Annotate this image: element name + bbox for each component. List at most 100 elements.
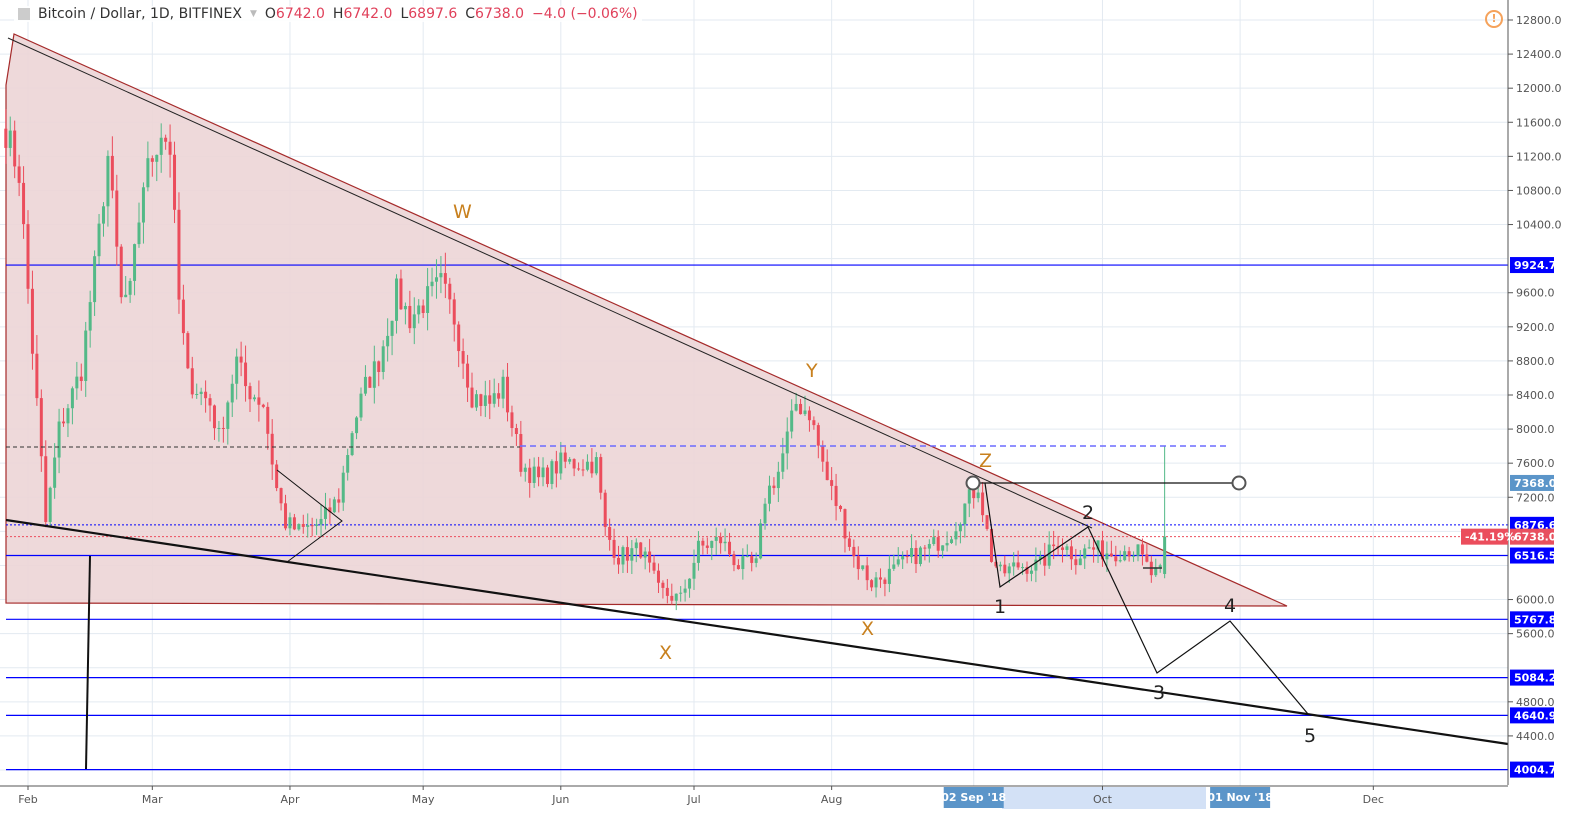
time-axis[interactable] xyxy=(0,786,1508,828)
anchor-handle[interactable] xyxy=(965,475,981,491)
candle-body xyxy=(878,577,882,580)
candle-body xyxy=(794,403,798,411)
candle-body xyxy=(927,543,931,549)
candle-body xyxy=(803,410,807,415)
y-tick-label: 7600.0 xyxy=(1516,457,1555,470)
x-tick-label: Apr xyxy=(280,793,300,806)
candle-body xyxy=(643,551,647,558)
candle-body xyxy=(692,562,696,579)
candle-body xyxy=(719,536,723,544)
trend-drawings xyxy=(5,37,1509,770)
x-tick-label: Jun xyxy=(551,793,569,806)
candle-body xyxy=(341,472,345,503)
candle-body xyxy=(528,467,532,483)
candle-body xyxy=(35,353,39,399)
candle-body xyxy=(70,388,74,409)
candle-body xyxy=(501,376,505,399)
candle-body xyxy=(914,548,918,565)
candle-body xyxy=(568,459,572,462)
candle-body xyxy=(665,587,669,596)
candle-body xyxy=(168,141,172,155)
candle-body xyxy=(767,485,771,504)
candle-body xyxy=(639,542,643,558)
candle-body xyxy=(470,387,474,408)
candle-body xyxy=(883,579,887,584)
date-label: 02 Sep '18 xyxy=(941,791,1006,804)
collapse-icon[interactable] xyxy=(18,8,30,20)
candle-body xyxy=(625,547,629,561)
elliott-wave-path[interactable] xyxy=(984,482,1309,715)
wave-label-w: W xyxy=(453,201,472,223)
chevron-down-icon[interactable]: ▼ xyxy=(249,9,257,19)
candle-body xyxy=(1038,556,1042,560)
anchor-handle[interactable] xyxy=(1231,475,1247,491)
candle-body xyxy=(856,556,860,570)
candle-body xyxy=(128,280,132,295)
candle-body xyxy=(221,427,225,429)
y-tick-label: 5600.0 xyxy=(1516,628,1555,641)
candle-body xyxy=(910,548,914,557)
candle-body xyxy=(741,556,745,570)
vertical-line[interactable] xyxy=(85,555,91,770)
y-tick-label: 12400.0 xyxy=(1516,48,1562,61)
date-label: 01 Nov '18 xyxy=(1207,791,1273,804)
candle-body xyxy=(847,538,851,547)
price-label-badge xyxy=(1510,761,1554,778)
price-label: 5767.8 xyxy=(1514,613,1556,626)
candle-body xyxy=(1136,544,1140,556)
candle-body xyxy=(217,427,221,429)
candle-body xyxy=(705,545,709,548)
candle-body xyxy=(266,406,270,434)
candle-body xyxy=(745,556,749,558)
candle-body xyxy=(1105,553,1109,560)
candle-body xyxy=(62,421,66,424)
candle-body xyxy=(918,547,922,565)
candle-body xyxy=(799,403,803,415)
candle-body xyxy=(967,489,971,504)
candle-body xyxy=(488,395,492,404)
candle-body xyxy=(537,466,541,478)
candle-body xyxy=(985,515,989,529)
x-tick-label: Aug xyxy=(821,793,842,806)
candle-body xyxy=(288,517,292,529)
candle-body xyxy=(332,499,336,513)
alert-icon[interactable]: ! xyxy=(1485,10,1503,28)
candle-body xyxy=(252,397,256,400)
candle-body xyxy=(710,540,714,548)
candle-body xyxy=(861,565,865,570)
candle-body xyxy=(674,593,678,601)
candle-body xyxy=(8,130,12,148)
candle-body xyxy=(1100,540,1104,560)
triangle-pattern[interactable] xyxy=(5,33,1288,607)
candle-body xyxy=(1158,565,1162,568)
candle-body xyxy=(1092,547,1096,550)
candle-body xyxy=(1003,564,1007,574)
candle-body xyxy=(554,461,558,474)
candle-body xyxy=(93,256,97,303)
candle-body xyxy=(683,588,687,593)
small-triangle[interactable] xyxy=(276,469,343,563)
candle-body xyxy=(359,393,363,418)
candle-body xyxy=(821,445,825,462)
candle-body xyxy=(368,376,372,388)
candle-body xyxy=(1118,560,1122,562)
candle-body xyxy=(1007,566,1011,574)
y-tick-label: 11600.0 xyxy=(1516,116,1562,129)
candle-body xyxy=(412,314,416,329)
candle-body xyxy=(590,461,594,474)
candle-body xyxy=(870,580,874,588)
candle-body xyxy=(381,346,385,372)
candle-body xyxy=(13,130,17,167)
candle-body xyxy=(874,577,878,588)
candle-body xyxy=(466,363,470,388)
wave-label-4: 4 xyxy=(1224,595,1236,617)
candle-body xyxy=(30,288,34,354)
candle-body xyxy=(1034,559,1038,571)
candle-body xyxy=(310,525,314,527)
candle-body xyxy=(248,386,252,400)
price-axis[interactable] xyxy=(1508,0,1589,828)
candle-body xyxy=(75,376,79,389)
symbol-title[interactable]: Bitcoin / Dollar, 1D, BITFINEX xyxy=(38,6,242,22)
trendline-lower[interactable] xyxy=(5,518,1509,746)
